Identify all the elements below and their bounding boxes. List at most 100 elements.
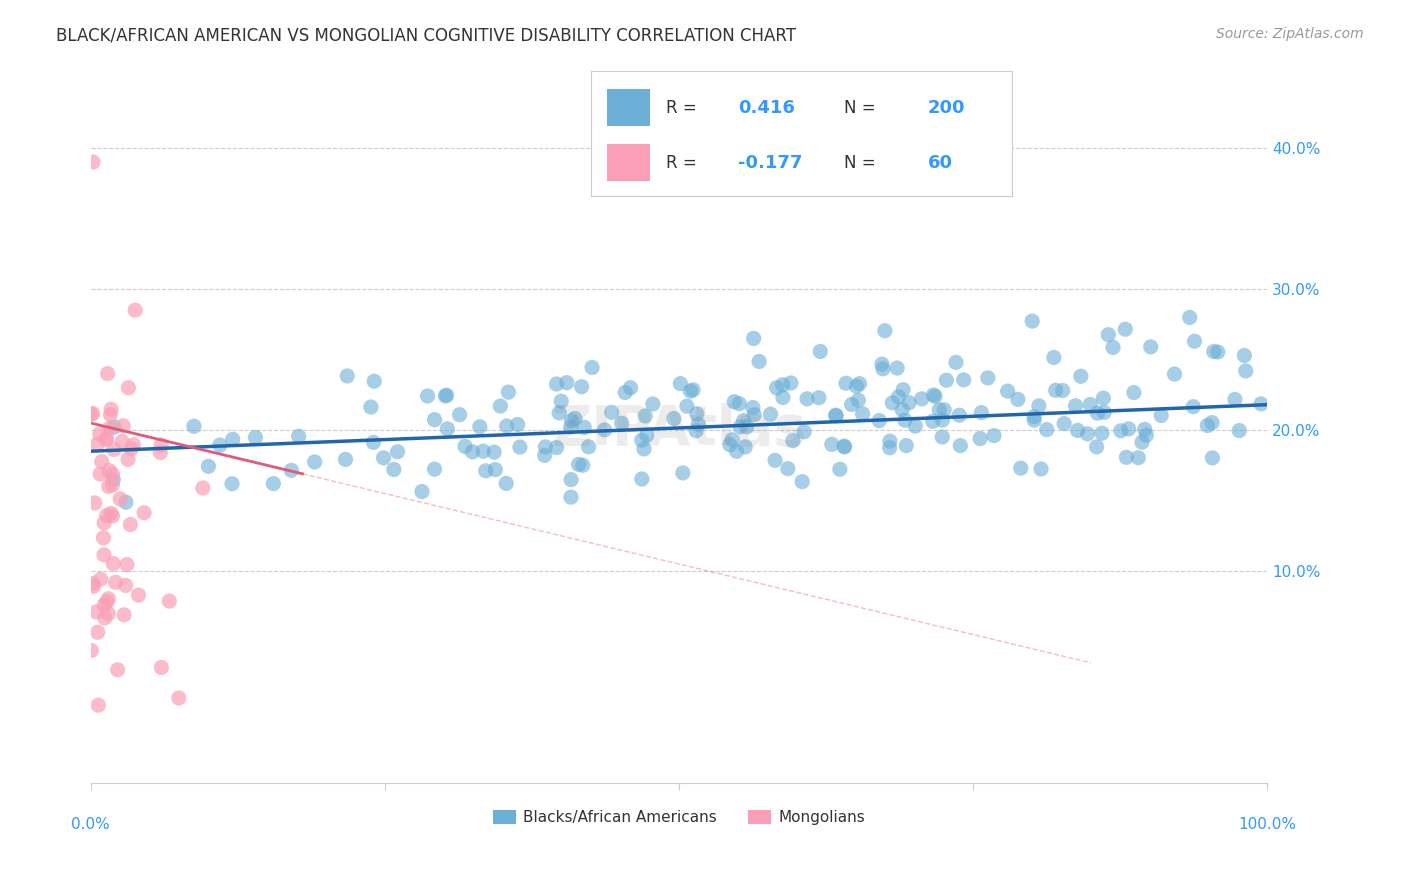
Point — [1035, 423, 1057, 437]
Point — [898, 395, 921, 409]
Point — [197, 459, 219, 474]
Point — [742, 408, 765, 422]
Point — [112, 607, 135, 622]
Point — [886, 361, 908, 376]
Point — [928, 402, 950, 417]
Point — [1045, 384, 1067, 398]
Point — [1178, 310, 1201, 325]
Point — [633, 442, 655, 456]
Point — [879, 434, 901, 449]
Point — [891, 402, 914, 417]
Point — [1201, 450, 1223, 465]
Point — [122, 438, 145, 452]
Point — [772, 377, 794, 392]
Text: N =: N = — [844, 99, 875, 117]
Point — [821, 437, 844, 451]
Point — [1102, 341, 1125, 355]
Point — [423, 413, 446, 427]
Point — [416, 389, 439, 403]
Point — [124, 303, 146, 318]
Point — [1114, 322, 1136, 336]
Point — [93, 611, 115, 625]
Point — [574, 420, 596, 434]
Text: 100.0%: 100.0% — [1239, 817, 1296, 832]
Point — [472, 444, 495, 458]
Point — [924, 389, 946, 403]
Text: Source: ZipAtlas.com: Source: ZipAtlas.com — [1216, 27, 1364, 41]
Point — [825, 409, 848, 423]
Point — [1029, 462, 1052, 476]
Point — [495, 476, 517, 491]
Point — [776, 461, 799, 475]
Point — [742, 331, 765, 345]
Point — [449, 408, 471, 422]
Point — [90, 572, 112, 586]
Point — [792, 475, 814, 489]
Point — [115, 558, 138, 572]
Point — [87, 698, 110, 712]
Point — [1150, 409, 1173, 423]
Point — [851, 407, 873, 421]
Point — [983, 428, 1005, 442]
Point — [89, 467, 111, 481]
Point — [150, 660, 173, 674]
Point — [600, 405, 623, 419]
Point — [93, 548, 115, 562]
Point — [723, 394, 745, 409]
Point — [363, 435, 385, 450]
Point — [100, 507, 122, 521]
Point — [82, 576, 104, 591]
Point — [934, 402, 956, 417]
Point — [1070, 369, 1092, 384]
Text: 60: 60 — [928, 153, 953, 171]
Point — [679, 384, 702, 398]
Point — [935, 373, 957, 387]
Point — [117, 381, 139, 395]
Point — [641, 397, 664, 411]
Point — [411, 484, 433, 499]
Point — [894, 413, 917, 427]
Point — [571, 458, 593, 473]
Point — [782, 434, 804, 448]
Text: 0.0%: 0.0% — [72, 817, 110, 832]
Point — [1092, 405, 1115, 419]
Point — [828, 462, 851, 476]
Point — [82, 407, 104, 421]
Point — [1066, 424, 1088, 438]
Point — [1053, 417, 1076, 431]
Point — [593, 423, 616, 437]
Point — [734, 440, 756, 454]
Point — [630, 472, 652, 486]
Point — [1078, 397, 1101, 411]
Point — [868, 414, 890, 428]
Point — [360, 400, 382, 414]
Point — [807, 391, 830, 405]
Point — [560, 473, 582, 487]
Point — [1024, 413, 1046, 427]
Point — [103, 420, 125, 434]
Point — [509, 440, 531, 454]
Point — [614, 385, 637, 400]
Point — [578, 440, 600, 454]
Point — [1135, 428, 1157, 442]
Point — [373, 450, 395, 465]
Point — [1109, 424, 1132, 438]
Point — [80, 643, 103, 657]
Text: R =: R = — [666, 153, 697, 171]
Point — [1118, 422, 1140, 436]
Point — [495, 419, 517, 434]
Point — [1087, 406, 1109, 420]
Point — [567, 458, 589, 472]
Text: ZIPAtlas: ZIPAtlas — [551, 403, 807, 457]
Point — [560, 420, 582, 434]
Point — [86, 625, 108, 640]
Point — [436, 422, 458, 436]
Point — [970, 406, 993, 420]
Point — [824, 408, 846, 422]
Point — [581, 360, 603, 375]
Point — [748, 354, 770, 368]
Point — [1206, 345, 1229, 359]
Point — [634, 409, 657, 423]
Point — [610, 417, 633, 431]
Point — [1021, 314, 1043, 328]
